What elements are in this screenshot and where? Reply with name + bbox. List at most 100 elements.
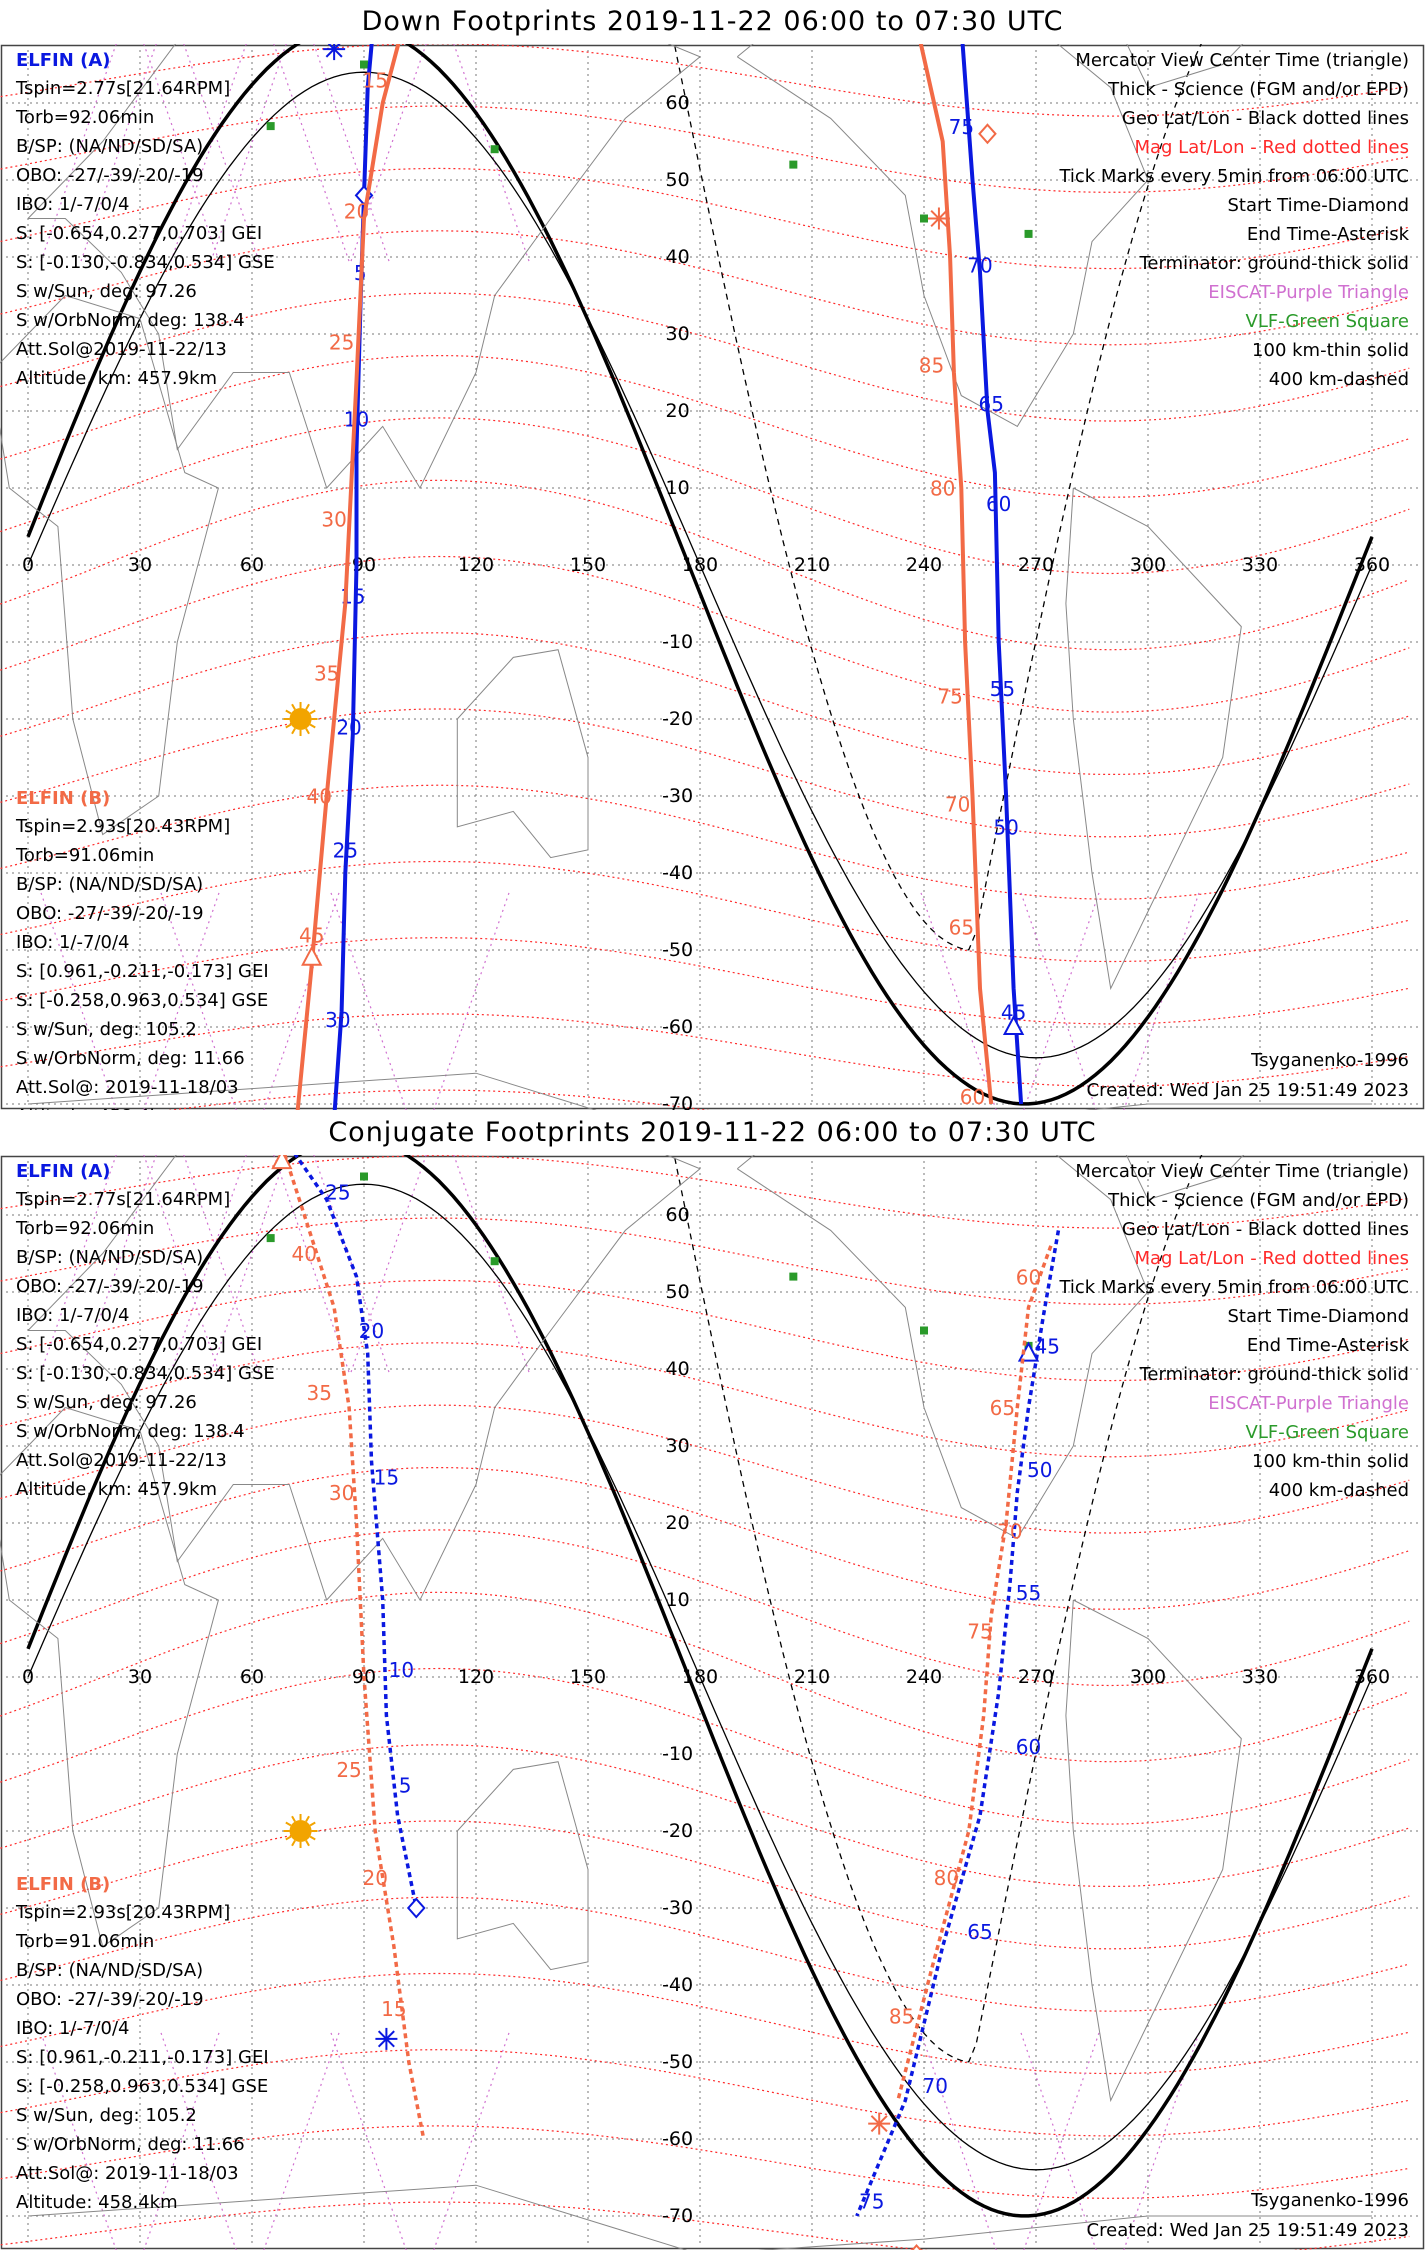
mag-longitude-line — [273, 1155, 351, 1376]
lon-tick-label: 210 — [794, 554, 830, 576]
vlf-square — [266, 122, 275, 131]
lon-tick-label: 210 — [794, 1666, 830, 1688]
asterisk-stroke — [870, 2115, 888, 2133]
elfin-a-info-line: S: [-0.130,-0.834,0.534] GSE — [16, 252, 275, 273]
mag-longitude-line — [169, 44, 247, 265]
vlf-square — [920, 214, 928, 223]
elfin-b-info-line: Att.Sol@: 2019-11-18/03 — [16, 2163, 239, 2184]
elfin-b-info-line: S w/Sun, deg: 105.2 — [16, 2105, 197, 2126]
lat-tick-label: -50 — [662, 939, 693, 961]
track-tick-label: 70 — [997, 1519, 1022, 1543]
legend-line: Start Time-Diamond — [1227, 1306, 1409, 1327]
track-tick-label: 40 — [292, 1242, 317, 1266]
vlf-sites — [266, 60, 1033, 238]
footprint-tracks: 25 20 15 10 5 45 40 35 30 25 20 15 45 50 55 60 65 70 75 60 6… — [271, 1155, 1061, 2250]
vlf-square — [920, 1326, 928, 1335]
elfin-b-label: ELFIN (B) — [16, 1874, 110, 1895]
track-tick-label: 5 — [399, 1774, 412, 1798]
mag-longitude-line — [209, 44, 287, 265]
terminator-400km — [673, 44, 1202, 951]
track-tick-label: 85 — [889, 2005, 914, 2029]
track-tick-label: 40 — [306, 785, 331, 809]
legend-line: Mercator View Center Time (triangle) — [1075, 1161, 1409, 1182]
model-label: Tsyganenko-1996 — [1250, 2190, 1409, 2211]
panel-title: Down Footprints 2019-11-22 06:00 to 07:3… — [361, 6, 1064, 37]
elfin-a-label: ELFIN (A) — [16, 1161, 110, 1182]
lon-tick-label: 150 — [570, 1666, 606, 1688]
mag-latitude-line — [0, 105, 1410, 193]
vlf-square — [490, 145, 499, 154]
lon-tick-label: 150 — [570, 554, 606, 576]
track-tick-label: 60 — [960, 1085, 985, 1109]
mag-latitude-line — [0, 1820, 1410, 1950]
lon-tick-label: 0 — [22, 554, 34, 576]
mag-latitude-line — [0, 2049, 1410, 2137]
mag-longitude-line — [159, 889, 237, 1110]
coastline — [736, 1155, 1149, 1540]
lat-tick-label: -30 — [662, 785, 693, 807]
mag-longitude-line — [349, 1155, 427, 1376]
track-tick-label: 70 — [922, 2074, 947, 2098]
sun-ray — [309, 1821, 316, 1827]
mag-longitude-line — [1023, 2029, 1101, 2250]
terminators — [26, 1155, 1374, 2218]
mag-longitude-line — [1123, 889, 1201, 1110]
elfin-b-info-line: B/SP: (NA/ND/SD/SA) — [16, 1960, 203, 1981]
lon-tick-label: 180 — [682, 554, 718, 576]
elfin-a-info-line: Torb=92.06min — [15, 107, 154, 128]
track-tick-label: 25 — [336, 1758, 361, 1782]
legend-line: VLF-Green Square — [1246, 311, 1409, 332]
track-tick-label: 15 — [362, 69, 387, 93]
info-text: ELFIN (A) Tspin=2.77s[21.64RPM] Torb=92.06… — [15, 1161, 1410, 2241]
track-tick-label: 65 — [949, 916, 974, 940]
lat-tick-label: -10 — [662, 631, 693, 653]
mag-grid — [0, 44, 1410, 1110]
mag-latitude-line — [0, 44, 1410, 117]
mag-latitude-line — [0, 708, 1410, 838]
mag-latitude-line — [0, 1529, 1410, 1687]
coastline — [27, 1072, 1372, 1110]
down-footprints-map: 0 30 60 90 120 150 180 210 240 270 300 330 360-70-60… — [0, 44, 1425, 1110]
mag-longitude-line — [919, 889, 997, 1110]
mag-latitude-line — [0, 1667, 1410, 1825]
mag-longitude-line — [263, 889, 341, 1110]
map-frame — [0, 44, 1425, 1110]
lat-tick-label: -70 — [662, 1093, 693, 1110]
mag-longitude-line — [143, 889, 221, 1110]
lon-tick-label: 30 — [128, 554, 152, 576]
sun-disc — [289, 708, 312, 730]
track-tick-label: 55 — [1016, 1581, 1041, 1605]
lat-tick-label: -20 — [662, 708, 693, 730]
sun-icon — [283, 1814, 318, 1848]
track-tick-label: 60 — [986, 492, 1011, 516]
lon-tick-label: 330 — [1242, 554, 1278, 576]
vlf-square — [789, 1272, 798, 1281]
vlf-square — [490, 1257, 499, 1266]
mag-longitude-line — [273, 44, 351, 265]
mag-latitude-line — [0, 417, 1410, 575]
sun-ray — [305, 1840, 310, 1847]
created-label: Created: Wed Jan 25 19:51:49 2023 — [1087, 2220, 1409, 2241]
lat-tick-label: 20 — [666, 400, 690, 422]
track-tick-label: 70 — [945, 792, 970, 816]
elfin-b-info-line: S: [-0.258,0.963,0.534] GSE — [16, 2076, 268, 2097]
terminator-100km — [27, 1183, 1373, 2171]
sun-ray — [291, 728, 296, 735]
legend-line: Mercator View Center Time (triangle) — [1075, 50, 1409, 71]
elfin-b-info-line: S: [0.961,-0.211,-0.173] GEI — [16, 961, 269, 982]
elfin-a-info-line: B/SP: (NA/ND/SD/SA) — [16, 1247, 203, 1268]
mag-longitude-line — [39, 1155, 117, 1376]
legend-line: Geo Lat/Lon - Black dotted lines — [1122, 108, 1409, 129]
end-asterisk — [927, 207, 950, 230]
terminator-ground — [26, 1155, 1374, 2218]
elfin-b-info-line: OBO: -27/-39/-20/-19 — [16, 903, 204, 924]
elfin-a-info-line: S w/OrbNorm, deg: 138.4 — [16, 1421, 245, 1442]
vlf-square — [789, 160, 798, 169]
track-tick-label: 10 — [389, 1658, 414, 1682]
track-tick-label: 85 — [919, 354, 944, 378]
track-tick-label: 30 — [321, 508, 346, 532]
elfin-b-info-line: S w/Sun, deg: 105.2 — [16, 1019, 197, 1040]
mag-longitude-line — [263, 2029, 341, 2250]
lon-tick-label: 360 — [1354, 1666, 1390, 1688]
mag-longitude-line — [453, 44, 531, 265]
